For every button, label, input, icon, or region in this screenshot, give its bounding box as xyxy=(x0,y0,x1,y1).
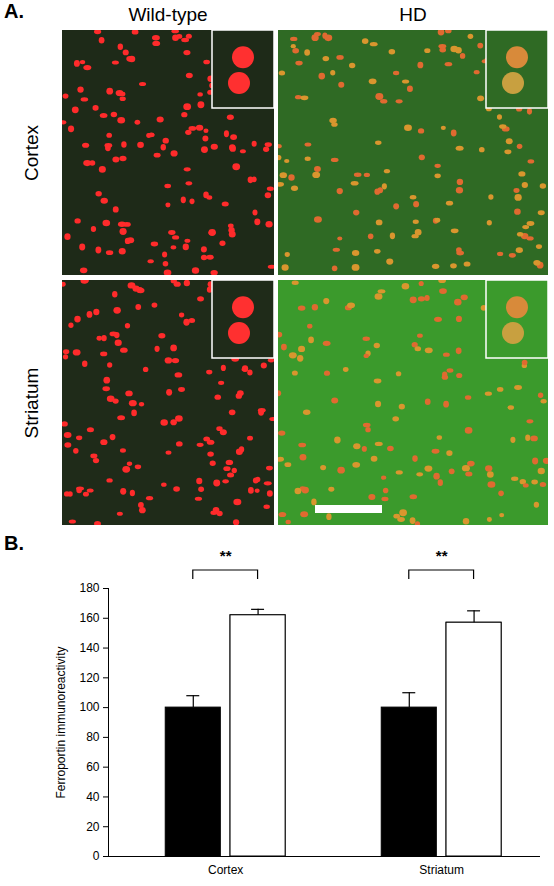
html-text:Wild-type: Wild-type xyxy=(128,4,208,25)
svg-text:Cortex: Cortex xyxy=(208,863,243,877)
svg-text:80: 80 xyxy=(86,730,100,744)
svg-text:**: ** xyxy=(220,547,232,564)
svg-text:**: ** xyxy=(436,547,448,564)
html-text:Cortex: Cortex xyxy=(21,124,42,181)
html-text:Striatum: Striatum xyxy=(21,367,42,438)
svg-text:100: 100 xyxy=(79,700,99,714)
html-text:HD: HD xyxy=(399,4,427,25)
svg-text:60: 60 xyxy=(86,760,100,774)
svg-text:Striatum: Striatum xyxy=(419,863,464,877)
svg-text:140: 140 xyxy=(79,641,99,655)
svg-text:120: 120 xyxy=(79,671,99,685)
html-text:B.: B. xyxy=(4,532,24,554)
svg-text:40: 40 xyxy=(86,790,100,804)
svg-text:Ferroportin immunoreactivity: Ferroportin immunoreactivity xyxy=(54,646,68,798)
svg-text:0: 0 xyxy=(93,849,100,863)
svg-text:180: 180 xyxy=(79,581,99,595)
html-text:A.: A. xyxy=(4,0,24,22)
svg-text:160: 160 xyxy=(79,611,99,625)
svg-text:20: 20 xyxy=(86,820,100,834)
